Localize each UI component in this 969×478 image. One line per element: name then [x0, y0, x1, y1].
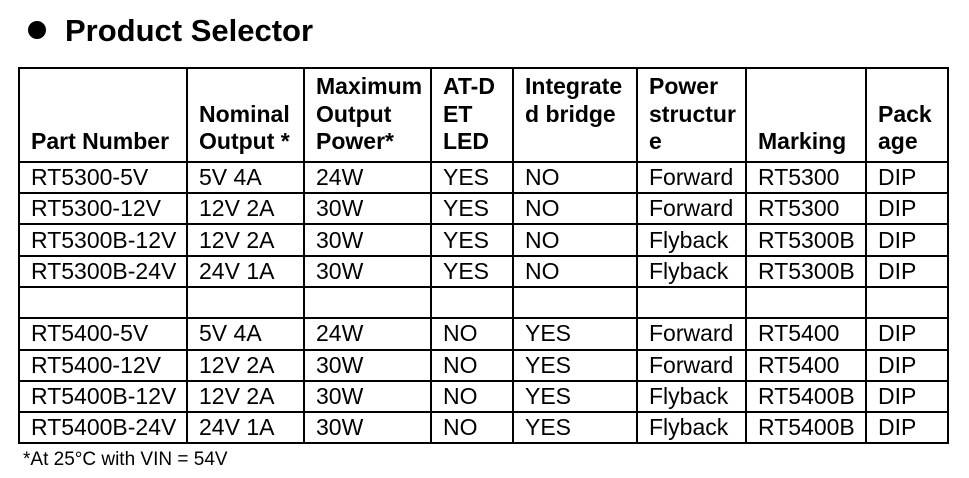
table-row: RT5400B-24V 24V 1A 30W NO YES Flyback RT5400B D…	[18, 411, 949, 445]
table-cell-marking: RT5300B	[745, 223, 867, 257]
table-row: RT5300-12V 12V 2A 30W YES NO Forward RT5300 DIP	[18, 192, 949, 226]
table-cell-nominal-output: 12V 2A	[186, 379, 305, 414]
table-cell-integrated-bridge: NO	[512, 192, 638, 226]
column-header-nominal-output: Nominal Output *	[186, 67, 305, 163]
table-cell-marking: RT5300	[745, 160, 867, 195]
column-header-part-number: Part Number	[18, 67, 188, 163]
table-cell-power-structure: Flyback	[636, 223, 747, 257]
table-cell-package: DIP	[865, 160, 949, 195]
table-row	[18, 285, 949, 320]
column-header-integrated-bridge: Integrate d bridge	[512, 67, 638, 163]
table-cell-integrated-bridge: NO	[512, 160, 638, 195]
table-header-row: Part Number Nominal Output * Maximum Out…	[18, 67, 949, 163]
table-cell-power-structure: Flyback	[636, 411, 747, 445]
table-cell-part-number: RT5400-5V	[18, 317, 188, 351]
table-cell-part-number: RT5300-5V	[18, 160, 188, 195]
table-cell-atdet-led: NO	[430, 379, 514, 414]
table-cell-integrated-bridge: YES	[512, 317, 638, 351]
column-header-marking: Marking	[745, 67, 867, 163]
table-cell-package: DIP	[865, 379, 949, 414]
table-cell-atdet-led: YES	[430, 160, 514, 195]
table-cell-marking: RT5300	[745, 192, 867, 226]
table-cell-integrated-bridge: YES	[512, 379, 638, 414]
table-cell-marking: RT5400B	[745, 411, 867, 445]
table-cell-integrated-bridge: NO	[512, 223, 638, 257]
table-cell-nominal-output: 12V 2A	[186, 223, 305, 257]
column-header-maximum-output-power: Maximum Output Power*	[303, 67, 432, 163]
table-cell-maximum-output-power: 24W	[303, 160, 432, 195]
table-cell-marking: RT5300B	[745, 254, 867, 288]
bullet-icon	[28, 21, 46, 39]
table-cell-package	[865, 285, 949, 320]
table-body: RT5300-5V 5V 4A 24W YES NO Forward RT5300 DIP RT…	[18, 160, 949, 445]
table-row: RT5400-12V 12V 2A 30W NO YES Forward RT5400 DIP	[18, 348, 949, 382]
column-header-atdet-led: AT-D ET LED	[430, 67, 514, 163]
table-cell-part-number: RT5300-12V	[18, 192, 188, 226]
table-cell-part-number: RT5400B-24V	[18, 411, 188, 445]
table-cell-power-structure: Forward	[636, 160, 747, 195]
table-cell-atdet-led: NO	[430, 348, 514, 382]
table-cell-integrated-bridge: YES	[512, 348, 638, 382]
table-cell-power-structure: Forward	[636, 317, 747, 351]
table-cell-nominal-output: 12V 2A	[186, 192, 305, 226]
table-cell-power-structure	[636, 285, 747, 320]
table-cell-nominal-output: 12V 2A	[186, 348, 305, 382]
table-cell-nominal-output: 5V 4A	[186, 317, 305, 351]
table-cell-atdet-led: YES	[430, 223, 514, 257]
table-cell-nominal-output	[186, 285, 305, 320]
table-cell-maximum-output-power: 30W	[303, 411, 432, 445]
product-selector-table: Part Number Nominal Output * Maximum Out…	[18, 67, 949, 445]
section-title-row: Product Selector	[28, 12, 313, 48]
table-row: RT5300-5V 5V 4A 24W YES NO Forward RT5300 DIP	[18, 160, 949, 195]
table-row: RT5300B-24V 24V 1A 30W YES NO Flyback RT5300B D…	[18, 254, 949, 288]
table-cell-power-structure: Flyback	[636, 379, 747, 414]
table-cell-maximum-output-power: 30W	[303, 379, 432, 414]
table-row: RT5400-5V 5V 4A 24W NO YES Forward RT5400 DIP	[18, 317, 949, 351]
table-row: RT5300B-12V 12V 2A 30W YES NO Flyback RT5300B D…	[18, 223, 949, 257]
table-header: Part Number Nominal Output * Maximum Out…	[18, 67, 949, 163]
table-cell-maximum-output-power: 30W	[303, 223, 432, 257]
table-cell-integrated-bridge	[512, 285, 638, 320]
table-cell-atdet-led: YES	[430, 254, 514, 288]
table-cell-maximum-output-power: 30W	[303, 254, 432, 288]
table-cell-atdet-led: NO	[430, 317, 514, 351]
table-cell-marking: RT5400B	[745, 379, 867, 414]
table-cell-maximum-output-power: 24W	[303, 317, 432, 351]
table-cell-nominal-output: 5V 4A	[186, 160, 305, 195]
table-cell-part-number: RT5400B-12V	[18, 379, 188, 414]
table-cell-marking: RT5400	[745, 348, 867, 382]
table-cell-package: DIP	[865, 411, 949, 445]
table-cell-package: DIP	[865, 223, 949, 257]
table-cell-atdet-led	[430, 285, 514, 320]
column-header-power-structure: Power structur e	[636, 67, 747, 163]
table-cell-package: DIP	[865, 348, 949, 382]
table-cell-nominal-output: 24V 1A	[186, 254, 305, 288]
table-cell-marking	[745, 285, 867, 320]
table-cell-maximum-output-power: 30W	[303, 192, 432, 226]
table-cell-power-structure: Forward	[636, 192, 747, 226]
table-cell-maximum-output-power: 30W	[303, 348, 432, 382]
table-cell-part-number	[18, 285, 188, 320]
table-cell-marking: RT5400	[745, 317, 867, 351]
table-cell-package: DIP	[865, 254, 949, 288]
table-cell-nominal-output: 24V 1A	[186, 411, 305, 445]
table-cell-part-number: RT5300B-12V	[18, 223, 188, 257]
column-header-package: Pack age	[865, 67, 949, 163]
table-cell-power-structure: Forward	[636, 348, 747, 382]
table-cell-integrated-bridge: NO	[512, 254, 638, 288]
table-cell-part-number: RT5400-12V	[18, 348, 188, 382]
table-cell-part-number: RT5300B-24V	[18, 254, 188, 288]
table-cell-integrated-bridge: YES	[512, 411, 638, 445]
table-cell-maximum-output-power	[303, 285, 432, 320]
table-row: RT5400B-12V 12V 2A 30W NO YES Flyback RT5400B D…	[18, 379, 949, 414]
table-cell-package: DIP	[865, 192, 949, 226]
table-cell-power-structure: Flyback	[636, 254, 747, 288]
page-title: Product Selector	[65, 12, 314, 48]
table-cell-atdet-led: YES	[430, 192, 514, 226]
footnote: *At 25°C with VIN = 54V	[23, 449, 228, 470]
table-cell-atdet-led: NO	[430, 411, 514, 445]
table-cell-package: DIP	[865, 317, 949, 351]
